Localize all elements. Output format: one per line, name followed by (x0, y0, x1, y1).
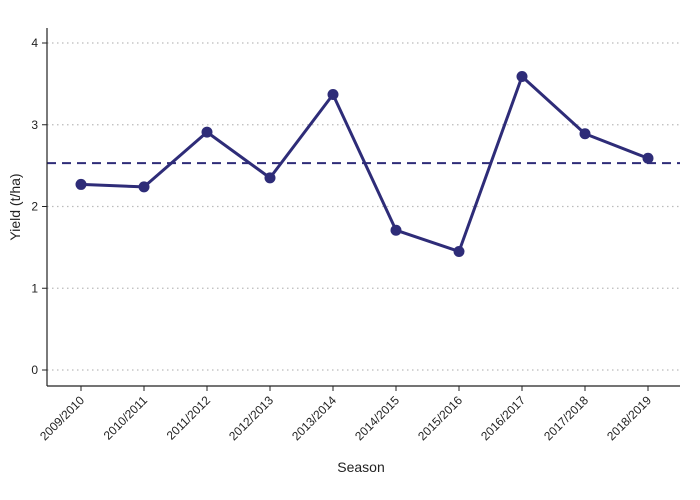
series-layer (75, 71, 654, 257)
x-tick-label-2016/2017: 2016/2017 (478, 393, 528, 443)
x-tick-label-2009/2010: 2009/2010 (37, 393, 87, 443)
x-tick-label-2015/2016: 2015/2016 (415, 393, 465, 443)
x-tick-label-2013/2014: 2013/2014 (289, 393, 339, 443)
x-tick-label-2012/2013: 2012/2013 (226, 393, 276, 443)
data-point-2014/2015 (390, 224, 402, 236)
x-axis-title: Season (337, 459, 384, 475)
data-point-2009/2010 (75, 178, 87, 190)
y-axis-title: Yield (t/ha) (7, 173, 23, 240)
y-tick-label-2: 2 (31, 200, 38, 214)
axes (42, 28, 680, 391)
x-tick-label-2018/2019: 2018/2019 (604, 393, 654, 443)
data-point-2016/2017 (516, 71, 528, 83)
x-tick-labels: 2009/2010 2010/2011 2011/2012 2012/2013 2013… (37, 393, 654, 443)
y-tick-label-0: 0 (31, 363, 38, 377)
x-tick-label-2014/2015: 2014/2015 (352, 393, 402, 443)
x-tick-label-2010/2011: 2010/2011 (101, 393, 151, 443)
y-tick-label-1: 1 (31, 281, 38, 295)
x-tick-label-2011/2012: 2011/2012 (164, 393, 214, 443)
series-line (80, 75, 649, 253)
data-point-2011/2012 (201, 126, 213, 138)
y-tick-label-3: 3 (31, 118, 38, 132)
x-tick-label-2017/2018: 2017/2018 (541, 393, 591, 443)
data-point-2010/2011 (138, 181, 150, 193)
gridlines (47, 42, 680, 371)
data-point-2017/2018 (579, 128, 591, 140)
data-point-2013/2014 (327, 89, 339, 101)
data-point-2015/2016 (453, 245, 465, 257)
data-point-2018/2019 (642, 152, 654, 164)
data-point-2012/2013 (264, 172, 276, 184)
y-tick-label-4: 4 (31, 36, 38, 50)
y-tick-labels: 0 1 2 3 4 (31, 36, 38, 377)
